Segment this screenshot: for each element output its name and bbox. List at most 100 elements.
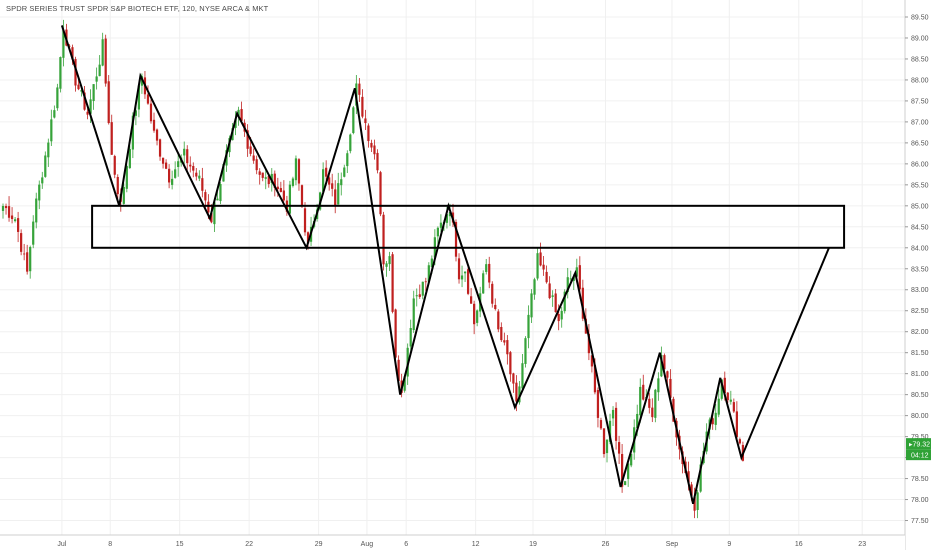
candle-body [621,453,624,487]
candle-body [512,373,515,384]
candle-body [183,148,186,156]
candle-body [726,392,729,401]
candle-body [83,92,86,110]
candle-body [291,178,295,186]
candle-body [488,263,491,283]
candle-body [201,178,204,191]
candle-body [219,184,222,202]
candle-body [297,159,301,184]
candle-body [204,192,207,201]
price-tick-label: 86.00 [911,161,929,168]
candle-body [554,293,557,313]
candle-body [732,402,735,412]
candle-body [113,156,116,175]
current-price-label: ▸79.32 [909,442,930,449]
price-tick-label: 82.50 [911,308,929,315]
candle-body [164,162,168,169]
candle-body [47,142,50,158]
price-tick-label: 80.00 [911,413,929,420]
candle-body [98,64,101,77]
time-tick-label: 6 [404,541,408,548]
candle-body [303,208,307,233]
candle-body [294,158,298,181]
time-tick-label: 9 [727,541,731,548]
candle-body [198,175,201,179]
candle-body [361,96,364,117]
candle-body [436,227,439,237]
candle-body [152,119,156,131]
candle-body [669,378,672,398]
candle-body [379,172,382,215]
candle-body [255,159,258,171]
candle-body [32,221,35,245]
candle-body [563,291,566,312]
candle-body [325,167,328,177]
candle-body [189,164,192,167]
price-tick-label: 82.00 [911,329,929,336]
candle-body [539,252,542,266]
candle-body [415,295,418,297]
candle-body [240,109,243,121]
candle-body [581,287,584,319]
time-tick-label: 12 [472,541,480,548]
zone [91,204,846,249]
candle-body [466,269,470,294]
candle-body [107,81,110,124]
candle-body [155,129,159,141]
candle-body [627,463,630,479]
candle-body [370,142,373,148]
candle-body [500,327,503,341]
candle-body [264,177,267,179]
candle-body [207,201,210,213]
candle-body [267,175,270,185]
candle-body [222,164,225,182]
candle-body [273,173,276,188]
candle-body [177,161,180,167]
candle-body [590,355,594,367]
candle-body [237,109,240,117]
price-tick-label: 87.50 [911,98,929,105]
candle-body [249,146,252,154]
candle-body [246,130,249,149]
candle-body [720,379,723,399]
price-tick-label: 80.50 [911,392,929,399]
candle-body [439,222,443,228]
candle-body [29,246,32,272]
candle-body [599,420,603,429]
candle-body [41,177,44,184]
candle-body [192,165,195,171]
time-tick-label: 16 [795,541,803,548]
candle-body [367,125,370,142]
candle-body [666,371,669,378]
price-tick-label: 78.00 [911,497,929,504]
candle-body [448,212,452,217]
candle-body [59,57,62,89]
candle-body [74,59,77,86]
candle-body [711,418,714,425]
candle-body [476,310,479,323]
candle-body [44,155,47,177]
candle-body [282,190,285,201]
zigzag-drawing [60,25,830,504]
candle-body [306,232,310,244]
price-tick-label: 83.00 [911,287,929,294]
price-tick-label: 88.50 [911,56,929,63]
candle-body [602,428,606,455]
candle-body [693,496,696,511]
candle-body [174,169,177,178]
candle-body [663,355,666,370]
candle-body [258,171,261,175]
time-tick-label: Sep [666,541,679,548]
candle-body [149,103,153,122]
price-tick-label: 84.00 [911,245,929,252]
candle-body [213,202,216,225]
candle-body [566,277,569,293]
candle-body [569,278,572,280]
candle-body [394,309,397,358]
candle-body [608,420,612,442]
candle-body [110,122,113,155]
candle-body [385,263,388,267]
